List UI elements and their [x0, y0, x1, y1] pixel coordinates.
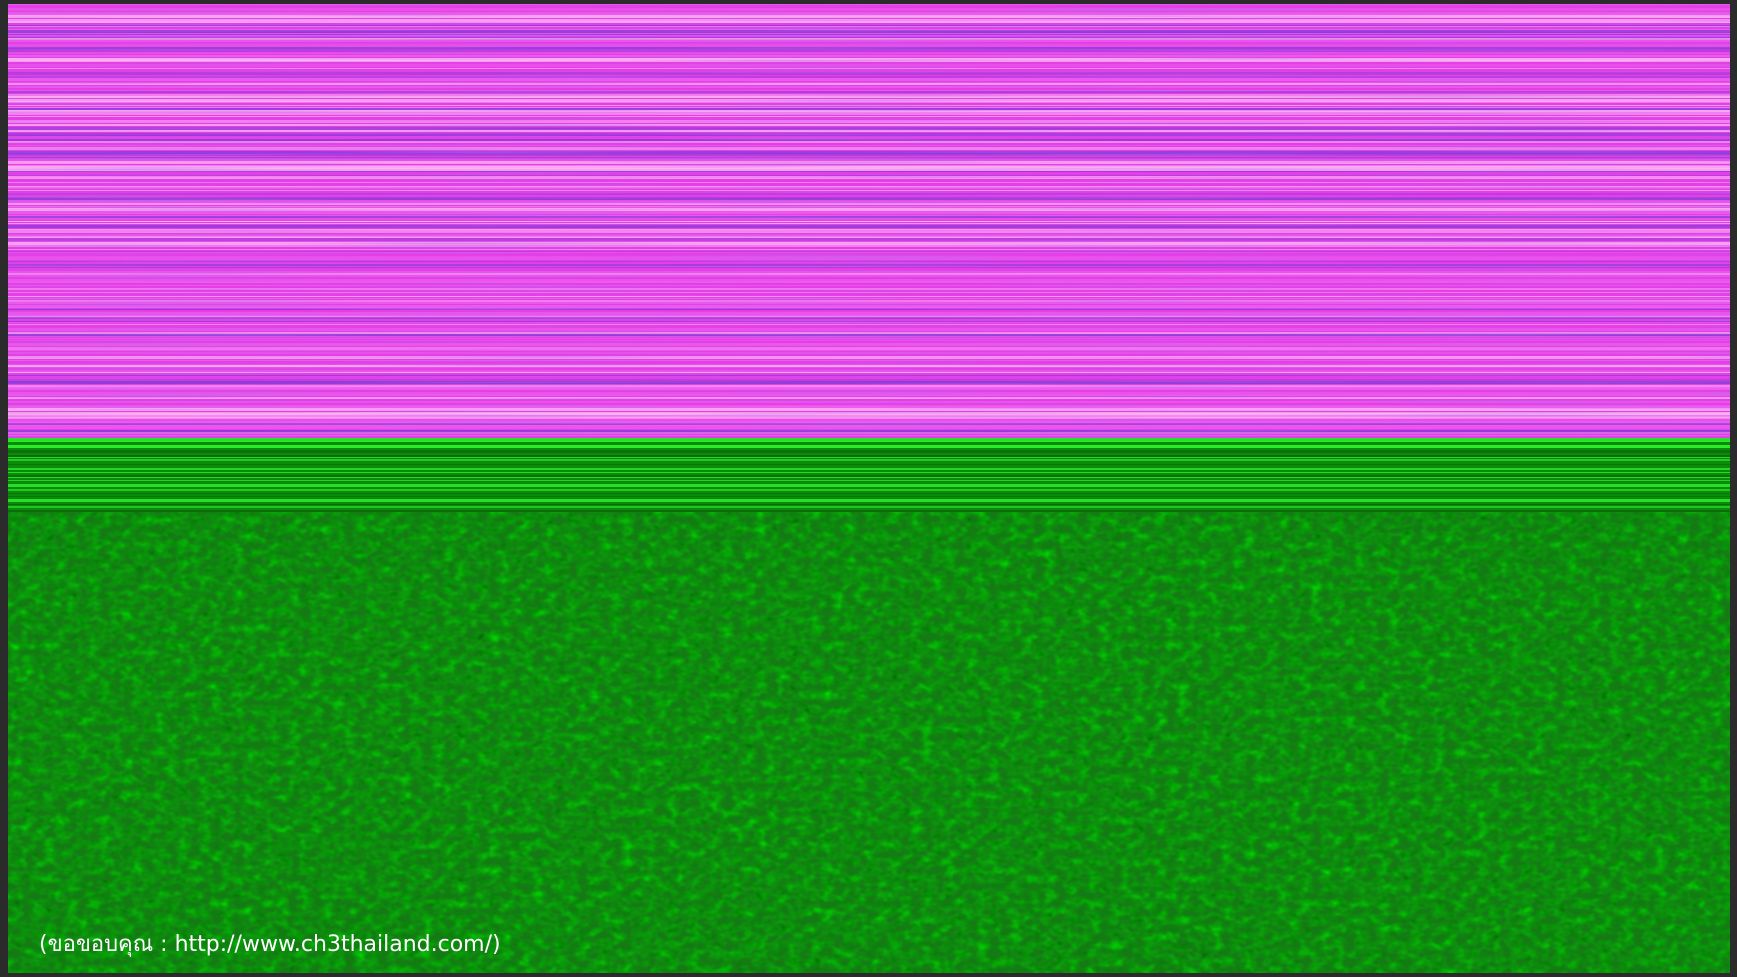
dark-green-noise	[8, 512, 1730, 973]
scan-line	[8, 506, 1730, 508]
green-stripes	[8, 438, 1730, 512]
scan-line	[8, 472, 1730, 473]
scan-line	[8, 468, 1730, 470]
scan-line	[8, 484, 1730, 487]
scan-line	[8, 438, 1730, 441]
scan-line	[8, 455, 1730, 458]
scan-line	[8, 441, 1730, 442]
scan-line	[8, 504, 1730, 505]
scan-line	[8, 493, 1730, 494]
scan-line	[8, 459, 1730, 461]
caption: (ขอขอบคุณ : http://www.ch3thailand.com/)	[39, 932, 501, 957]
scan-line	[8, 450, 1730, 453]
scan-line	[8, 475, 1730, 477]
scan-line	[8, 480, 1730, 481]
scan-line	[8, 457, 1730, 458]
scan-line	[8, 445, 1730, 448]
glitch-picture	[8, 4, 1730, 973]
scan-line	[8, 489, 1730, 491]
scan-line	[8, 496, 1730, 497]
magenta-noise	[8, 4, 1730, 438]
scan-line	[8, 499, 1730, 502]
scan-line	[8, 510, 1730, 512]
scan-line	[8, 477, 1730, 478]
scan-line	[8, 464, 1730, 465]
